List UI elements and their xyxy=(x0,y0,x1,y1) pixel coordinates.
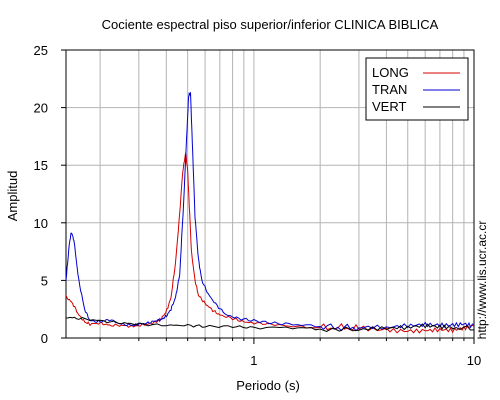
y-axis: 0 5 10 15 20 25 xyxy=(34,43,66,346)
legend-box xyxy=(365,57,469,121)
legend: LONG TRAN VERT xyxy=(365,57,469,121)
plot-frame xyxy=(65,49,475,339)
x-axis-title: Periodo (s) xyxy=(236,378,300,393)
chart-title: Cociente espectral piso superior/inferio… xyxy=(102,17,439,32)
source-url-label: http://www.lis.ucr.ac.cr xyxy=(475,221,489,340)
y-tick-label: 10 xyxy=(34,216,48,231)
x-axis: 1 10 xyxy=(99,338,481,368)
series-line-tran xyxy=(65,91,475,332)
x-tick-label: 1 xyxy=(250,353,257,368)
series-line-long xyxy=(65,152,475,334)
legend-label: LONG xyxy=(372,65,409,80)
y-tick-label: 15 xyxy=(34,158,48,173)
y-axis-title: Amplitud xyxy=(5,171,20,222)
y-tick-label: 25 xyxy=(34,43,48,58)
x-tick-label: 10 xyxy=(467,353,481,368)
y-tick-label: 0 xyxy=(41,331,48,346)
series-line-vert xyxy=(65,316,475,333)
data-series xyxy=(65,91,475,334)
legend-label: VERT xyxy=(372,99,406,114)
y-tick-label: 20 xyxy=(34,101,48,116)
y-tick-label: 5 xyxy=(41,273,48,288)
legend-label: TRAN xyxy=(372,82,407,97)
